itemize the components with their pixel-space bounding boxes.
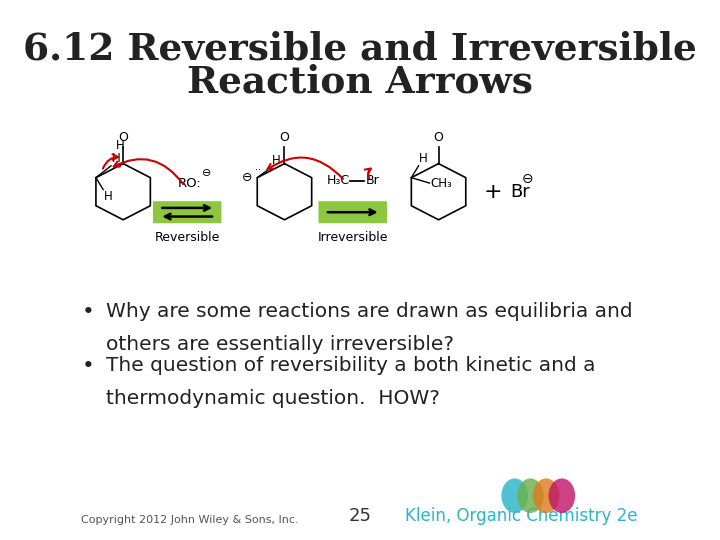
Text: H: H (117, 139, 125, 152)
Text: 25: 25 (348, 507, 372, 525)
Text: H: H (419, 152, 428, 165)
FancyBboxPatch shape (317, 200, 388, 225)
Text: ⊖: ⊖ (522, 172, 534, 186)
Ellipse shape (549, 478, 575, 513)
Text: H: H (104, 190, 112, 202)
Text: ⊖: ⊖ (243, 171, 253, 184)
Text: •: • (82, 356, 95, 376)
FancyBboxPatch shape (151, 200, 222, 225)
Text: Klein, Organic Chemistry 2e: Klein, Organic Chemistry 2e (405, 507, 638, 525)
Text: Br: Br (366, 174, 379, 187)
Text: Br: Br (510, 183, 530, 201)
Text: CH₃: CH₃ (431, 177, 452, 190)
Text: H: H (112, 152, 121, 165)
Text: H₃C: H₃C (327, 174, 350, 187)
Text: The question of reversibility a both kinetic and a: The question of reversibility a both kin… (107, 356, 595, 375)
Text: H: H (271, 154, 281, 167)
Text: Irreversible: Irreversible (318, 231, 388, 244)
Text: O: O (118, 131, 128, 144)
Ellipse shape (517, 478, 544, 513)
Text: +: + (484, 181, 503, 202)
Text: thermodynamic question.  HOW?: thermodynamic question. HOW? (107, 389, 440, 408)
Text: •: • (82, 302, 95, 322)
Text: Reversible: Reversible (155, 231, 220, 244)
Text: others are essentially irreversible?: others are essentially irreversible? (107, 335, 454, 354)
Text: O: O (279, 131, 289, 144)
Ellipse shape (533, 478, 559, 513)
Text: Reaction Arrows: Reaction Arrows (187, 64, 533, 100)
Ellipse shape (501, 478, 528, 513)
Text: Copyright 2012 John Wiley & Sons, Inc.: Copyright 2012 John Wiley & Sons, Inc. (81, 515, 299, 525)
Text: 6.12 Reversible and Irreversible: 6.12 Reversible and Irreversible (23, 30, 697, 67)
Text: Why are some reactions are drawn as equilibria and: Why are some reactions are drawn as equi… (107, 302, 633, 321)
Text: ⊖: ⊖ (202, 168, 211, 178)
Text: RO:: RO: (178, 177, 202, 190)
Text: O: O (433, 131, 444, 144)
Text: ··: ·· (256, 165, 261, 176)
